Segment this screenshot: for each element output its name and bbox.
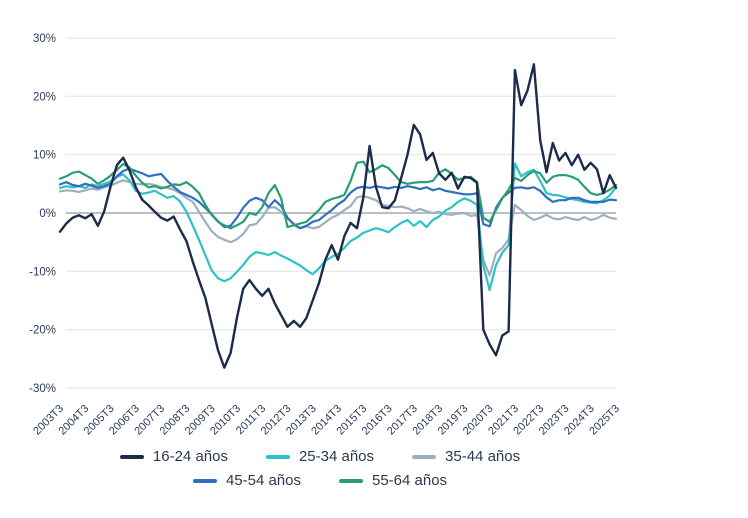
- y-axis-label: -10%: [29, 266, 56, 278]
- legend-swatch-16-24-icon: [119, 454, 144, 459]
- series-line-45-54-años[interactable]: [58, 167, 618, 230]
- y-axis-label: 0%: [39, 208, 56, 220]
- legend-label-35-44: 35-44 años: [445, 448, 521, 465]
- legend-swatch-35-44-icon: [412, 454, 437, 459]
- legend-item-25-34[interactable]: 25-34 años: [265, 448, 375, 465]
- legend-label-25-34: 25-34 años: [298, 448, 375, 465]
- legend-item-55-64[interactable]: 55-64 años: [339, 472, 447, 489]
- y-axis-label: -30%: [29, 383, 56, 395]
- employment-variation-by-age-chart: 30%20%10%0%-10%-20%-30%2003T32004T32005T…: [29, 33, 622, 438]
- series-line-25-34-años[interactable]: [58, 162, 618, 292]
- chart-legend: 16-24 años 25-34 años 35-44 años 45-54 a…: [0, 448, 640, 489]
- legend-label-16-24: 16-24 años: [152, 448, 228, 465]
- legend-row-1: 16-24 años 25-34 años 35-44 años: [119, 448, 520, 465]
- legend-label-45-54: 45-54 años: [225, 472, 301, 489]
- series-line-16-24-años[interactable]: [58, 63, 618, 369]
- legend-item-45-54[interactable]: 45-54 años: [192, 472, 301, 489]
- legend-item-16-24[interactable]: 16-24 años: [119, 448, 228, 465]
- series-line-35-44-años[interactable]: [58, 179, 618, 277]
- y-axis-label: 20%: [33, 91, 56, 103]
- y-axis-label: 10%: [33, 150, 56, 162]
- legend-item-35-44[interactable]: 35-44 años: [412, 448, 520, 465]
- legend-swatch-55-64-icon: [339, 478, 363, 483]
- series-line-55-64-años[interactable]: [58, 160, 618, 230]
- legend-label-55-64: 55-64 años: [372, 472, 448, 489]
- y-axis-label: 30%: [33, 33, 56, 45]
- y-axis-label: -20%: [29, 325, 56, 337]
- chart-area: 30% 20% 10% 0% -10% -20% -30% 2003T3 2004T3 2005T…: [29, 33, 622, 438]
- legend-swatch-25-34-icon: [265, 454, 290, 459]
- legend-swatch-45-54-icon: [192, 478, 217, 483]
- legend-row-2: 45-54 años 55-64 años: [192, 472, 447, 489]
